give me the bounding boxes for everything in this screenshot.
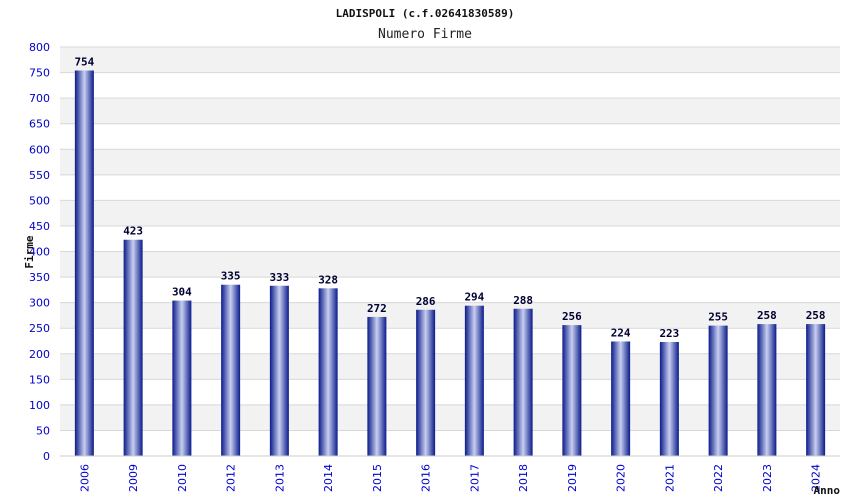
y-tick-label: 400 bbox=[29, 246, 50, 259]
bar bbox=[74, 70, 94, 456]
grid-band bbox=[60, 47, 840, 73]
bar bbox=[513, 308, 533, 456]
x-axis-label: Anno bbox=[814, 484, 841, 497]
grid-band bbox=[60, 98, 840, 124]
bar bbox=[464, 305, 484, 456]
bar-value-label: 328 bbox=[318, 273, 338, 286]
grid-band bbox=[60, 200, 840, 226]
x-tick-label: 2018 bbox=[517, 464, 530, 492]
bar-value-label: 272 bbox=[367, 302, 387, 315]
x-tick-label: 2013 bbox=[273, 464, 286, 492]
x-tick-label: 2010 bbox=[176, 464, 189, 492]
value-labels: 754 423 304 335 333 328 272 286 294 288 256 224 223 2… bbox=[74, 56, 825, 340]
bar-value-label: 286 bbox=[416, 295, 436, 308]
bar-value-label: 258 bbox=[757, 309, 777, 322]
x-axis-ticks: 2006 2009 2010 2012 2013 2014 2015 2016 2017 2018… bbox=[78, 464, 822, 492]
chart-title: LADISPOLI (c.f.02641830589) bbox=[336, 7, 515, 20]
y-tick-label: 0 bbox=[43, 450, 50, 463]
bar bbox=[806, 324, 826, 456]
bar bbox=[611, 341, 631, 456]
bar bbox=[367, 316, 387, 456]
y-tick-label: 200 bbox=[29, 348, 50, 361]
bar-value-label: 288 bbox=[513, 294, 533, 307]
x-tick-label: 2017 bbox=[468, 464, 481, 492]
bar bbox=[318, 288, 338, 456]
y-tick-label: 800 bbox=[29, 41, 50, 54]
bar bbox=[757, 324, 777, 456]
bar-value-label: 256 bbox=[562, 310, 582, 323]
x-tick-label: 2021 bbox=[663, 464, 676, 492]
x-tick-label: 2020 bbox=[615, 464, 628, 492]
bar bbox=[659, 341, 679, 456]
x-tick-label: 2022 bbox=[712, 464, 725, 492]
x-tick-label: 2014 bbox=[322, 464, 335, 492]
y-tick-label: 150 bbox=[29, 373, 50, 386]
y-tick-label: 650 bbox=[29, 118, 50, 131]
bar bbox=[416, 309, 436, 456]
x-tick-label: 2023 bbox=[761, 464, 774, 492]
bar bbox=[172, 300, 192, 456]
y-tick-label: 450 bbox=[29, 220, 50, 233]
y-tick-label: 100 bbox=[29, 399, 50, 412]
bar-value-label: 333 bbox=[269, 271, 289, 284]
y-tick-label: 600 bbox=[29, 143, 50, 156]
bar bbox=[562, 325, 582, 456]
y-tick-label: 300 bbox=[29, 297, 50, 310]
y-tick-label: 700 bbox=[29, 92, 50, 105]
bar bbox=[269, 285, 289, 456]
x-tick-label: 2012 bbox=[225, 464, 238, 492]
y-axis-label: Firme bbox=[23, 235, 36, 268]
y-tick-label: 350 bbox=[29, 271, 50, 284]
x-tick-label: 2006 bbox=[78, 464, 91, 492]
bar bbox=[221, 284, 241, 456]
grid-band bbox=[60, 149, 840, 175]
y-tick-label: 550 bbox=[29, 169, 50, 182]
bar-value-label: 304 bbox=[172, 286, 192, 299]
bar bbox=[708, 325, 728, 456]
x-tick-label: 2009 bbox=[127, 464, 140, 492]
x-tick-label: 2024 bbox=[810, 464, 823, 492]
bar-value-label: 255 bbox=[708, 311, 728, 324]
y-tick-label: 250 bbox=[29, 322, 50, 335]
x-tick-label: 2016 bbox=[420, 464, 433, 492]
chart-subtitle: Numero Firme bbox=[378, 27, 472, 42]
x-tick-label: 2015 bbox=[371, 464, 384, 492]
y-axis-ticks: 0 50 100 150 200 250 300 350 400 450 500 550 600 650 7… bbox=[29, 41, 50, 463]
bar bbox=[123, 239, 143, 456]
x-tick-label: 2019 bbox=[566, 464, 579, 492]
bar-value-label: 224 bbox=[611, 326, 631, 339]
bars bbox=[74, 70, 826, 456]
y-tick-label: 50 bbox=[36, 424, 50, 437]
bar-value-label: 423 bbox=[123, 225, 143, 238]
bar-value-label: 294 bbox=[464, 291, 484, 304]
grid-band bbox=[60, 251, 840, 278]
bar-value-label: 754 bbox=[74, 56, 94, 69]
y-tick-label: 500 bbox=[29, 194, 50, 207]
bar-value-label: 223 bbox=[659, 327, 679, 340]
bar-value-label: 335 bbox=[221, 270, 241, 283]
bar-value-label: 258 bbox=[806, 309, 826, 322]
y-tick-label: 750 bbox=[29, 67, 50, 80]
